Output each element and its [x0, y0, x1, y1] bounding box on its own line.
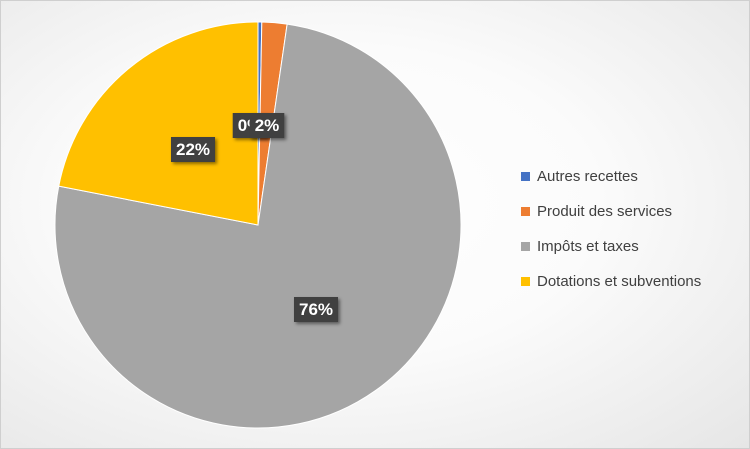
pie-slice-imp-ts-et-taxes	[54, 23, 462, 429]
legend-swatch	[521, 242, 530, 251]
legend-item-produit-des-services: Produit des services	[521, 194, 746, 229]
legend-swatch	[521, 277, 530, 286]
legend-label: Impôts et taxes	[537, 238, 639, 255]
legend-label: Dotations et subventions	[537, 273, 702, 290]
data-label-box	[249, 113, 285, 138]
data-label-box	[170, 137, 216, 162]
legend-label: Produit des services	[537, 203, 673, 220]
legend: Autres recettes Produit des services Imp…	[521, 159, 746, 299]
data-label-dotations-et-subventions: 22%	[170, 137, 216, 162]
data-label-imp-ts-et-taxes: 76%	[293, 297, 339, 322]
data-label-text: 22%	[176, 140, 210, 159]
legend-item-autres-recettes: Autres recettes	[521, 159, 746, 194]
legend-item-impots-et-taxes: Impôts et taxes	[521, 229, 746, 264]
data-label-text: 2%	[255, 116, 280, 135]
legend-label: Autres recettes	[537, 168, 638, 185]
data-label-box	[293, 297, 339, 322]
data-label-text: 76%	[299, 300, 333, 319]
data-label-produit-des-services: 2%	[249, 113, 285, 138]
legend-item-dotations-et-subventions: Dotations et subventions	[521, 264, 746, 299]
legend-swatch	[521, 207, 530, 216]
pie-slice-dotations-et-subventions	[58, 21, 259, 226]
legend-swatch	[521, 172, 530, 181]
